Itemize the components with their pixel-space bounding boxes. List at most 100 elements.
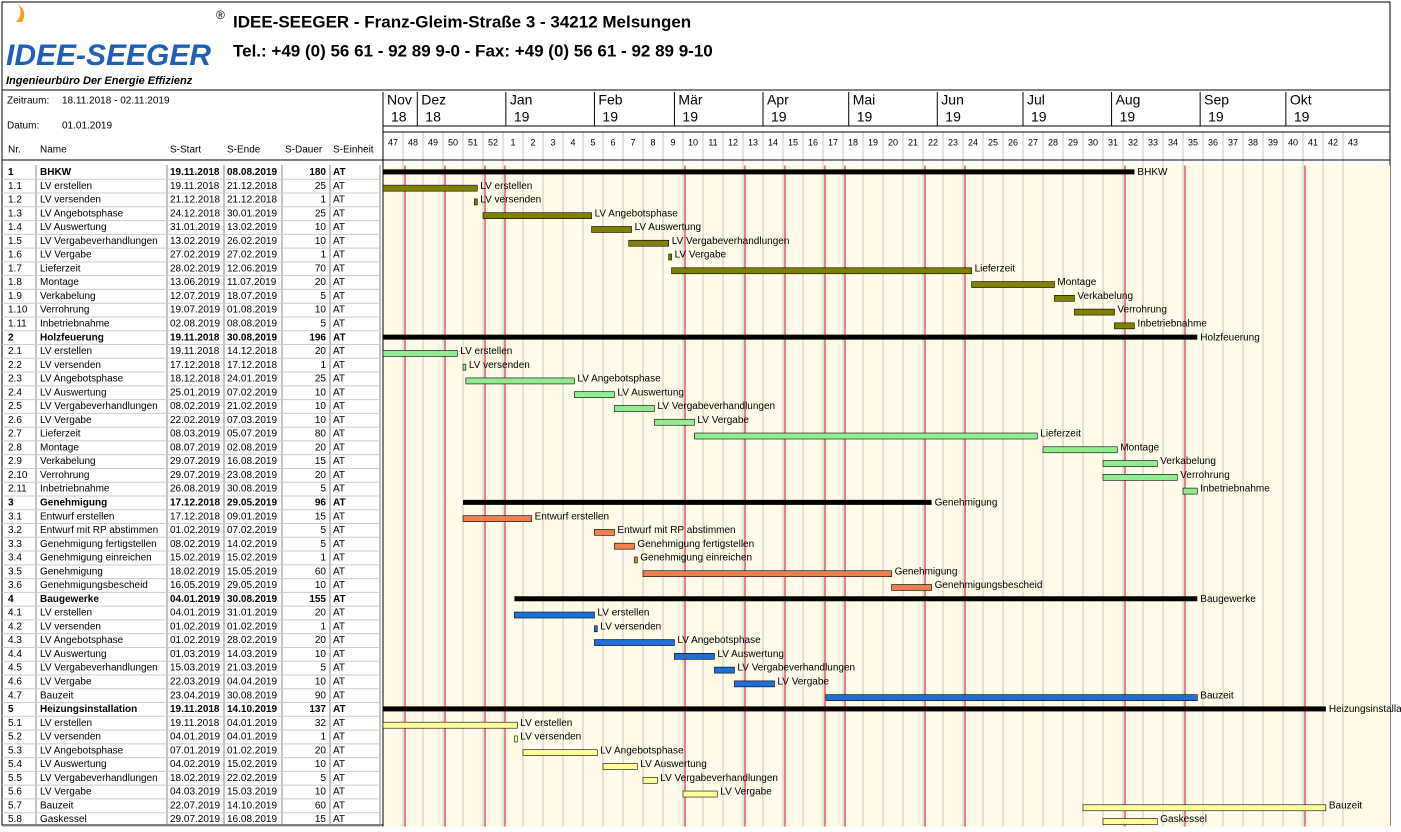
- zeitraum-label: Zeitraum:: [7, 96, 49, 107]
- week-number: 23: [948, 137, 958, 147]
- bar-label: Genehmigung fertigstellen: [637, 539, 754, 550]
- week-number: 51: [468, 137, 478, 147]
- cell: 1: [320, 360, 326, 371]
- cell: LV versenden: [40, 732, 101, 743]
- bar-label: LV Auswertung: [640, 759, 707, 770]
- cell: 14.03.2019: [227, 649, 277, 660]
- cell: 1: [320, 250, 326, 261]
- cell: 16.05.2019: [170, 580, 220, 591]
- cell: 08.03.2019: [170, 429, 220, 440]
- week-number: 28: [1048, 137, 1058, 147]
- cell: AT: [333, 580, 345, 591]
- week-number: 12: [728, 137, 738, 147]
- cell: AT: [333, 759, 345, 770]
- cell: 30.08.2019: [227, 332, 277, 343]
- bar-label: Entwurf mit RP abstimmen: [617, 525, 735, 536]
- cell: 96: [315, 498, 327, 509]
- summary-bar: [514, 596, 1198, 602]
- cell: 70: [315, 263, 327, 274]
- task-bar: [971, 281, 1055, 288]
- column-header: Nr.: [8, 145, 21, 156]
- cell: 3.5: [8, 566, 22, 577]
- week-number: 52: [488, 137, 498, 147]
- week-number: 19: [868, 137, 878, 147]
- cell: 26.02.2019: [227, 236, 277, 247]
- cell: 25: [315, 208, 327, 219]
- task-bar: [382, 721, 518, 729]
- task-bar: [1074, 308, 1115, 316]
- cell: AT: [333, 250, 345, 261]
- cell: 04.04.2019: [227, 677, 277, 688]
- week-number: 30: [1088, 137, 1098, 147]
- cell: Holzfeuerung: [40, 332, 104, 343]
- cell: LV erstellen: [40, 346, 92, 357]
- cell: 137: [309, 704, 326, 715]
- cell: 04.03.2019: [170, 787, 220, 798]
- cell: 2.11: [8, 484, 27, 495]
- task-bar: [1102, 818, 1158, 825]
- task-bar: [574, 391, 615, 399]
- month-label: Dez: [421, 92, 446, 108]
- cell: 30.08.2019: [227, 594, 277, 605]
- cell: Inbetriebnahme: [40, 318, 110, 329]
- cell: 5: [320, 291, 326, 302]
- cell: AT: [333, 621, 345, 632]
- cell: 25: [315, 181, 327, 192]
- cell: 2.5: [8, 401, 22, 412]
- cell: Bauzeit: [40, 690, 74, 701]
- task-bar: [642, 776, 658, 784]
- cell: AT: [333, 332, 346, 343]
- cell: Montage: [40, 442, 79, 453]
- cell: 30.01.2019: [227, 208, 277, 219]
- cell: 01.02.2019: [227, 745, 277, 756]
- cell: 19.11.2018: [170, 332, 220, 343]
- cell: 1.4: [8, 222, 22, 233]
- cell: 10: [315, 236, 327, 247]
- cell: AT: [333, 470, 345, 481]
- bar-label: LV Vergabeverhandlungen: [737, 663, 855, 674]
- cell: 1: [320, 553, 326, 564]
- bar-label: Montage: [1120, 442, 1159, 453]
- column-header: S-Start: [170, 145, 201, 156]
- cell: AT: [333, 291, 345, 302]
- week-number: 32: [1128, 137, 1138, 147]
- cell: 13.02.2019: [170, 236, 220, 247]
- cell: LV erstellen: [40, 608, 92, 619]
- cell: AT: [333, 718, 345, 729]
- task-bar: [614, 542, 635, 550]
- cell: AT: [333, 649, 345, 660]
- cell: 5: [320, 663, 326, 674]
- cell: LV versenden: [40, 360, 101, 371]
- cell: 1.10: [8, 305, 28, 316]
- week-number: 26: [1008, 137, 1018, 147]
- cell: 10: [315, 580, 327, 591]
- cell: 25.01.2019: [170, 387, 220, 398]
- cell: AT: [333, 305, 345, 316]
- cell: 2.6: [8, 415, 22, 426]
- cell: 22.02.2019: [170, 415, 220, 426]
- column-header: S-Einheit: [333, 145, 374, 156]
- cell: 10: [315, 649, 327, 660]
- cell: AT: [333, 374, 345, 385]
- datum-label: Datum:: [7, 121, 39, 132]
- cell: 10: [315, 787, 327, 798]
- cell: 4.1: [8, 608, 22, 619]
- week-number: 39: [1268, 137, 1278, 147]
- cell: AT: [333, 167, 346, 178]
- cell: AT: [333, 442, 345, 453]
- bar-label: Montage: [1057, 277, 1096, 288]
- cell: 23.04.2019: [170, 690, 220, 701]
- task-bar: [591, 226, 632, 233]
- cell: LV Vergabe: [40, 415, 92, 426]
- task-bar: [825, 694, 1198, 701]
- cell: 01.02.2019: [170, 621, 220, 632]
- bar-label: LV versenden: [480, 195, 541, 206]
- task-bar: [482, 212, 592, 219]
- cell: 12.07.2019: [170, 291, 220, 302]
- cell: 11.07.2019: [227, 277, 277, 288]
- cell: 4.3: [8, 635, 22, 646]
- bar-label: Genehmigungsbescheid: [935, 580, 1043, 591]
- month-label: Nov: [387, 92, 412, 108]
- week-number: 6: [610, 137, 615, 147]
- cell: AT: [333, 553, 345, 564]
